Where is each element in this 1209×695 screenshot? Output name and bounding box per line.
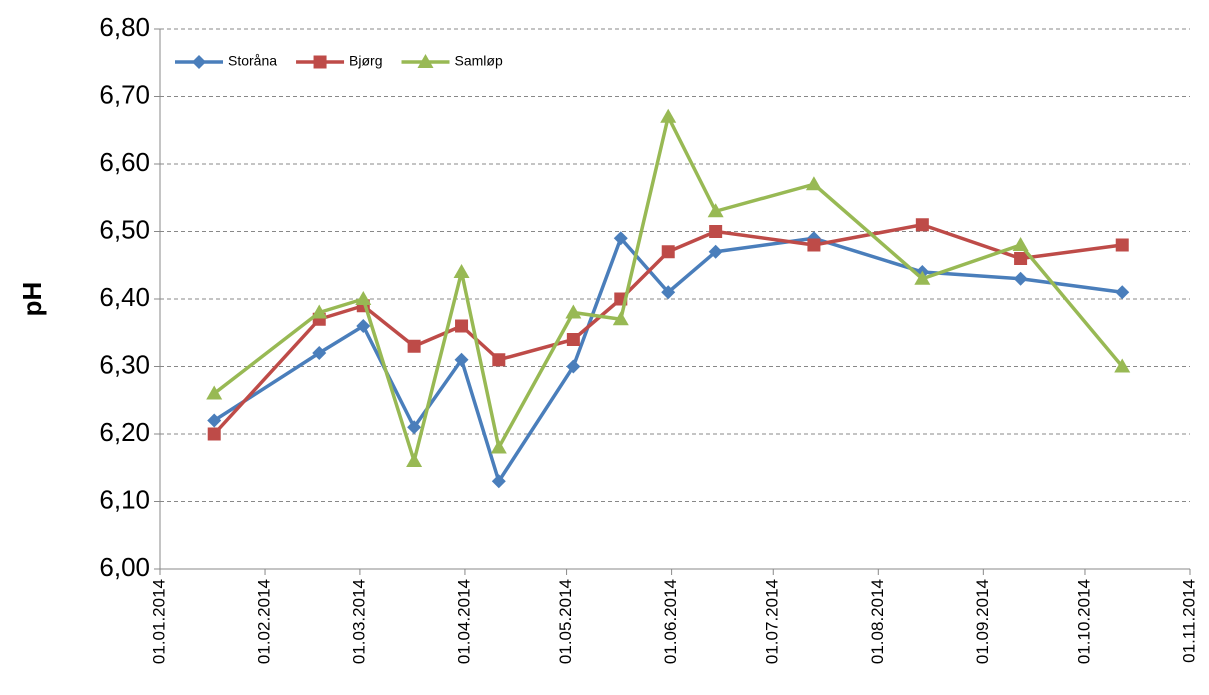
point: [407, 420, 422, 435]
legend-marker: [192, 55, 206, 69]
point: [612, 311, 629, 326]
point: [708, 244, 723, 259]
y-tick-label: 6,00: [99, 552, 150, 582]
point: [1115, 238, 1129, 252]
point: [566, 359, 581, 374]
x-tick-label: 01.04.2014: [454, 579, 473, 664]
point: [661, 245, 675, 259]
y-tick-label: 6,80: [99, 12, 150, 42]
legend-label: Storåna: [228, 53, 277, 69]
x-tick-label: 01.11.2014: [1179, 579, 1198, 663]
legend-label: Samløp: [455, 53, 503, 69]
x-tick-label: 01.08.2014: [868, 579, 887, 664]
point: [312, 346, 327, 360]
point: [660, 108, 677, 123]
x-tick-label: 01.05.2014: [556, 579, 575, 664]
y-tick-label: 6,20: [99, 417, 150, 447]
point: [613, 231, 628, 246]
point: [491, 474, 506, 489]
x-tick-label: 01.01.2014: [149, 579, 168, 664]
point: [807, 238, 821, 252]
x-tick-label: 01.06.2014: [661, 579, 680, 664]
series-line: [213, 236, 1123, 483]
y-axis-label: pH: [17, 282, 47, 317]
point: [207, 413, 222, 428]
x-tick-label: 01.03.2014: [349, 579, 368, 664]
point: [207, 427, 221, 441]
legend-marker: [417, 54, 434, 68]
y-tick-label: 6,60: [99, 147, 150, 177]
point: [454, 352, 469, 367]
point: [406, 453, 423, 467]
point: [661, 285, 676, 300]
x-tick-label: 01.02.2014: [255, 579, 274, 664]
point: [1012, 237, 1029, 251]
y-tick-label: 6,40: [99, 282, 150, 312]
series-line: [213, 115, 1124, 463]
point: [407, 339, 421, 353]
point: [453, 264, 470, 278]
y-tick-label: 6,30: [99, 349, 150, 379]
point: [914, 270, 931, 285]
point: [915, 218, 929, 232]
point: [1014, 252, 1028, 265]
legend-label: Bjørg: [349, 53, 382, 69]
point: [311, 304, 328, 319]
point: [490, 439, 507, 454]
point: [1115, 285, 1130, 300]
x-tick-label: 01.09.2014: [973, 579, 992, 664]
point: [566, 333, 580, 346]
y-tick-label: 6,50: [99, 214, 150, 244]
series-line: [212, 223, 1123, 436]
point: [805, 176, 822, 191]
x-tick-label: 01.10.2014: [1074, 579, 1093, 664]
point: [492, 353, 506, 367]
point: [1114, 358, 1131, 373]
point: [707, 203, 724, 218]
point: [355, 291, 372, 305]
x-tick-label: 01.07.2014: [763, 579, 782, 664]
point: [356, 319, 371, 333]
legend-marker: [313, 55, 327, 69]
point: [455, 319, 469, 333]
point: [1013, 271, 1028, 286]
point: [709, 225, 723, 238]
point: [565, 304, 582, 319]
point: [206, 385, 223, 400]
y-tick-label: 6,70: [99, 79, 150, 109]
y-tick-label: 6,10: [99, 484, 150, 514]
